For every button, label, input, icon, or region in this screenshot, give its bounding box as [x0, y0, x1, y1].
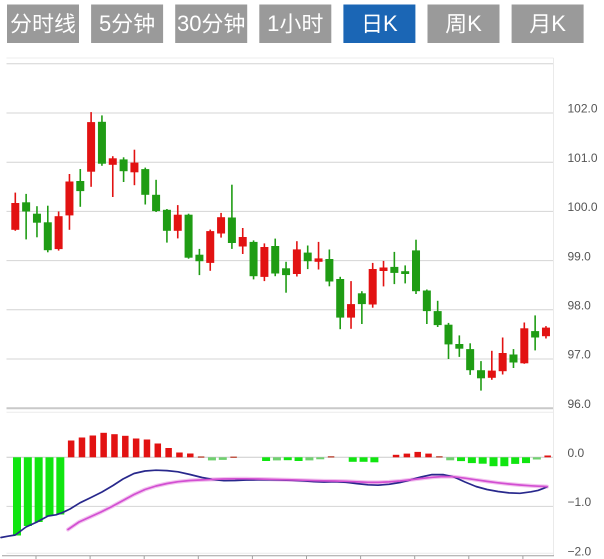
- svg-text:99.0: 99.0: [568, 249, 592, 263]
- svg-text:97.0: 97.0: [568, 348, 592, 362]
- svg-text:5: 5: [99, 11, 111, 36]
- svg-text:K: K: [551, 11, 566, 36]
- svg-text:3: 3: [177, 11, 189, 36]
- svg-text:101.0: 101.0: [568, 151, 598, 165]
- svg-text:100.0: 100.0: [568, 200, 598, 214]
- svg-text:96.0: 96.0: [568, 397, 592, 411]
- svg-text:102.0: 102.0: [568, 102, 598, 116]
- svg-text:−2.0: −2.0: [568, 544, 592, 558]
- svg-text:−1.0: −1.0: [568, 495, 592, 509]
- svg-text:0.0: 0.0: [568, 446, 585, 460]
- svg-text:1: 1: [267, 11, 279, 36]
- svg-text:98.0: 98.0: [568, 299, 592, 313]
- svg-text:K: K: [467, 11, 482, 36]
- svg-text:0: 0: [189, 11, 201, 36]
- svg-text:K: K: [383, 11, 398, 36]
